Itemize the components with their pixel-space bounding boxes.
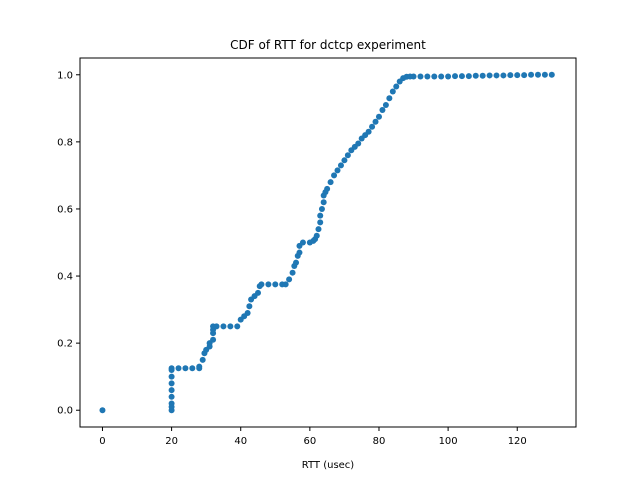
data-point	[175, 365, 182, 372]
axes-frame	[79, 57, 577, 428]
data-point	[199, 356, 206, 363]
data-point	[244, 309, 251, 316]
data-point	[541, 71, 548, 78]
y-tick-label: 0.2	[57, 339, 73, 350]
data-point	[548, 71, 555, 78]
data-point	[265, 281, 272, 288]
data-point	[324, 185, 331, 192]
data-point	[369, 123, 376, 130]
data-point	[472, 72, 479, 79]
data-point	[334, 167, 341, 174]
data-point	[386, 95, 393, 102]
data-point	[168, 387, 175, 394]
data-point	[168, 393, 175, 400]
data-point	[289, 269, 296, 276]
x-tick-label: 80	[373, 436, 386, 447]
data-point	[534, 71, 541, 78]
x-tick-label: 0	[99, 436, 105, 447]
y-tick-label: 0.6	[57, 204, 73, 215]
data-point	[410, 73, 417, 80]
data-point	[227, 323, 234, 330]
data-point	[99, 407, 106, 414]
y-tick-label: 0.8	[57, 137, 73, 148]
data-point	[168, 380, 175, 387]
data-point	[493, 72, 500, 79]
data-point	[327, 179, 334, 186]
data-point	[341, 157, 348, 164]
data-point	[234, 323, 241, 330]
data-point	[417, 73, 424, 80]
y-tick-label: 1.0	[57, 70, 73, 81]
data-point	[393, 83, 400, 90]
data-point	[296, 249, 303, 256]
data-point	[382, 101, 389, 108]
data-point	[213, 323, 220, 330]
data-point	[168, 373, 175, 380]
data-point	[313, 232, 320, 239]
data-point	[299, 239, 306, 246]
data-point	[210, 336, 217, 343]
data-point	[317, 212, 324, 219]
data-point	[528, 71, 535, 78]
data-point	[521, 72, 528, 79]
x-tick-label: 100	[439, 436, 458, 447]
x-tick-label: 120	[508, 436, 527, 447]
chart-title: CDF of RTT for dctcp experiment	[230, 38, 426, 52]
y-tick-label: 0.4	[57, 272, 73, 283]
data-point	[272, 281, 279, 288]
data-point	[355, 140, 362, 147]
data-point	[318, 205, 325, 212]
data-point	[375, 113, 382, 120]
plot-area	[99, 71, 555, 414]
data-point	[479, 72, 486, 79]
data-point	[431, 73, 438, 80]
data-point	[452, 73, 459, 80]
y-axis: 0.0 0.2 0.4 0.6 0.8 1.0	[57, 70, 80, 417]
data-point	[320, 199, 327, 206]
data-point	[372, 118, 379, 125]
data-point	[379, 107, 386, 113]
data-point	[507, 72, 514, 79]
data-point	[286, 276, 293, 283]
data-point	[246, 303, 253, 310]
data-point	[458, 73, 465, 80]
data-point	[293, 259, 300, 266]
x-tick-label: 60	[303, 436, 316, 447]
x-axis-label: RTT (usec)	[302, 460, 355, 471]
data-point	[514, 72, 521, 79]
data-point	[331, 172, 338, 179]
data-point	[465, 73, 472, 80]
data-point	[315, 226, 322, 233]
y-tick-label: 0.0	[57, 406, 73, 417]
data-point	[189, 365, 196, 372]
data-point	[344, 152, 351, 159]
data-point	[258, 281, 265, 288]
x-tick-label: 40	[234, 436, 247, 447]
data-point	[196, 363, 203, 370]
data-point	[438, 73, 445, 80]
data-point	[220, 323, 227, 330]
data-point	[255, 289, 262, 296]
data-point	[182, 365, 189, 372]
x-axis: 0 20 40 60 80 100 120	[99, 427, 527, 447]
data-point	[500, 72, 507, 79]
data-point	[317, 219, 324, 226]
data-point	[486, 72, 493, 79]
x-tick-label: 20	[165, 436, 178, 447]
data-point	[445, 73, 452, 80]
data-point	[168, 365, 175, 372]
data-point	[282, 281, 289, 288]
data-point	[337, 162, 344, 169]
data-point	[424, 73, 431, 80]
data-point	[389, 88, 396, 95]
data-point	[365, 128, 372, 135]
data-point	[168, 400, 175, 407]
